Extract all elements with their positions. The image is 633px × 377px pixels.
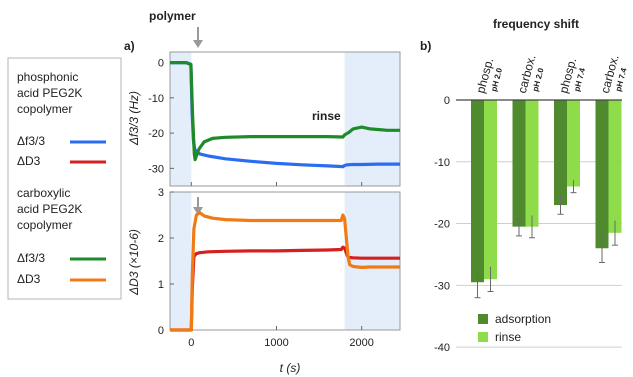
y-tick-label: -30 xyxy=(434,280,450,292)
bar xyxy=(567,100,580,187)
bar xyxy=(554,100,567,206)
y-tick-label: -30 xyxy=(148,163,164,175)
y-tick-label: -20 xyxy=(148,128,164,140)
panel-b-label: b) xyxy=(420,39,431,53)
shaded-region xyxy=(170,192,192,330)
y-tick-label: 3 xyxy=(158,187,164,199)
shaded-region xyxy=(170,52,192,186)
panel-a-xlabel: t (s) xyxy=(280,361,301,375)
legend-entry-label: ΔD3 xyxy=(17,272,41,286)
y-tick-label: -10 xyxy=(148,93,164,105)
panel-a-bottom-ylabel: ΔD3 (×10-6) xyxy=(127,229,141,296)
legend-group1-line2: acid PEG2K xyxy=(17,86,82,100)
legend-entry-label: Δf3/3 xyxy=(17,134,45,148)
polymer-arrow-bottom xyxy=(193,197,203,215)
y-tick-label: -40 xyxy=(434,342,450,354)
legend-group2-line3: copolymer xyxy=(17,218,72,232)
y-tick-label: 0 xyxy=(444,95,450,107)
rinse-annotation: rinse xyxy=(312,109,341,123)
panel-b-title: frequency shift xyxy=(493,17,579,31)
polymer-annotation: polymer xyxy=(149,9,196,23)
legend-entry-label: ΔD3 xyxy=(17,154,41,168)
y-tick-label: -20 xyxy=(434,219,450,231)
legend-swatch xyxy=(478,332,488,342)
series-line xyxy=(170,211,400,332)
plot-frame xyxy=(169,191,401,331)
plot-frame xyxy=(169,51,401,187)
y-tick-label: 0 xyxy=(158,58,164,70)
legend-group1-line1: phosphonic xyxy=(17,70,78,84)
legend-group2-line2: acid PEG2K xyxy=(17,202,82,216)
legend-group1-line3: copolymer xyxy=(17,102,72,116)
legend-entry-label: Δf3/3 xyxy=(17,251,45,265)
y-tick-label: 0 xyxy=(158,325,164,337)
bar xyxy=(595,100,609,249)
legend-group2-line1: carboxylic xyxy=(17,186,70,200)
y-tick-label: 2 xyxy=(158,233,164,245)
panel-a-top-ylabel: Δf3/3 (Hz) xyxy=(127,91,141,146)
x-tick-label: 1000 xyxy=(264,337,288,349)
x-tick-label: 0 xyxy=(188,337,194,349)
bar xyxy=(471,100,484,283)
y-tick-label: 1 xyxy=(158,279,164,291)
legend-box: phosphonic acid PEG2K copolymer Δf3/3 ΔD… xyxy=(7,57,122,300)
x-tick-label: 2000 xyxy=(349,337,373,349)
bar xyxy=(608,100,622,233)
shaded-region xyxy=(344,192,400,330)
y-tick-label: -10 xyxy=(434,157,450,169)
panel-a-label: a) xyxy=(124,39,135,53)
legend-swatch xyxy=(478,314,488,324)
bar xyxy=(525,100,539,227)
polymer-arrow-top xyxy=(193,27,203,48)
bar xyxy=(484,100,497,280)
legend-label: adsorption xyxy=(495,312,551,326)
bar xyxy=(512,100,526,227)
legend-label: rinse xyxy=(495,330,521,344)
series-line xyxy=(170,60,400,162)
